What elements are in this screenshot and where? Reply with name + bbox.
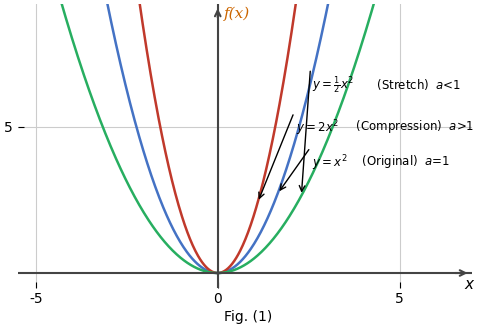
Text: (Stretch)  $a$<1: (Stretch) $a$<1 bbox=[369, 77, 461, 92]
Text: (Original)  $a$=1: (Original) $a$=1 bbox=[358, 153, 449, 170]
Text: $y = \frac{1}{2}x^2$: $y = \frac{1}{2}x^2$ bbox=[312, 74, 354, 96]
Text: f(x): f(x) bbox=[224, 7, 250, 21]
Text: (Compression)  $a$>1: (Compression) $a$>1 bbox=[352, 118, 475, 135]
Text: $y = x^2$: $y = x^2$ bbox=[312, 153, 348, 173]
Text: x: x bbox=[465, 277, 474, 292]
Text: Fig. (1): Fig. (1) bbox=[224, 310, 273, 324]
Text: $y = 2x^2$: $y = 2x^2$ bbox=[296, 118, 339, 138]
